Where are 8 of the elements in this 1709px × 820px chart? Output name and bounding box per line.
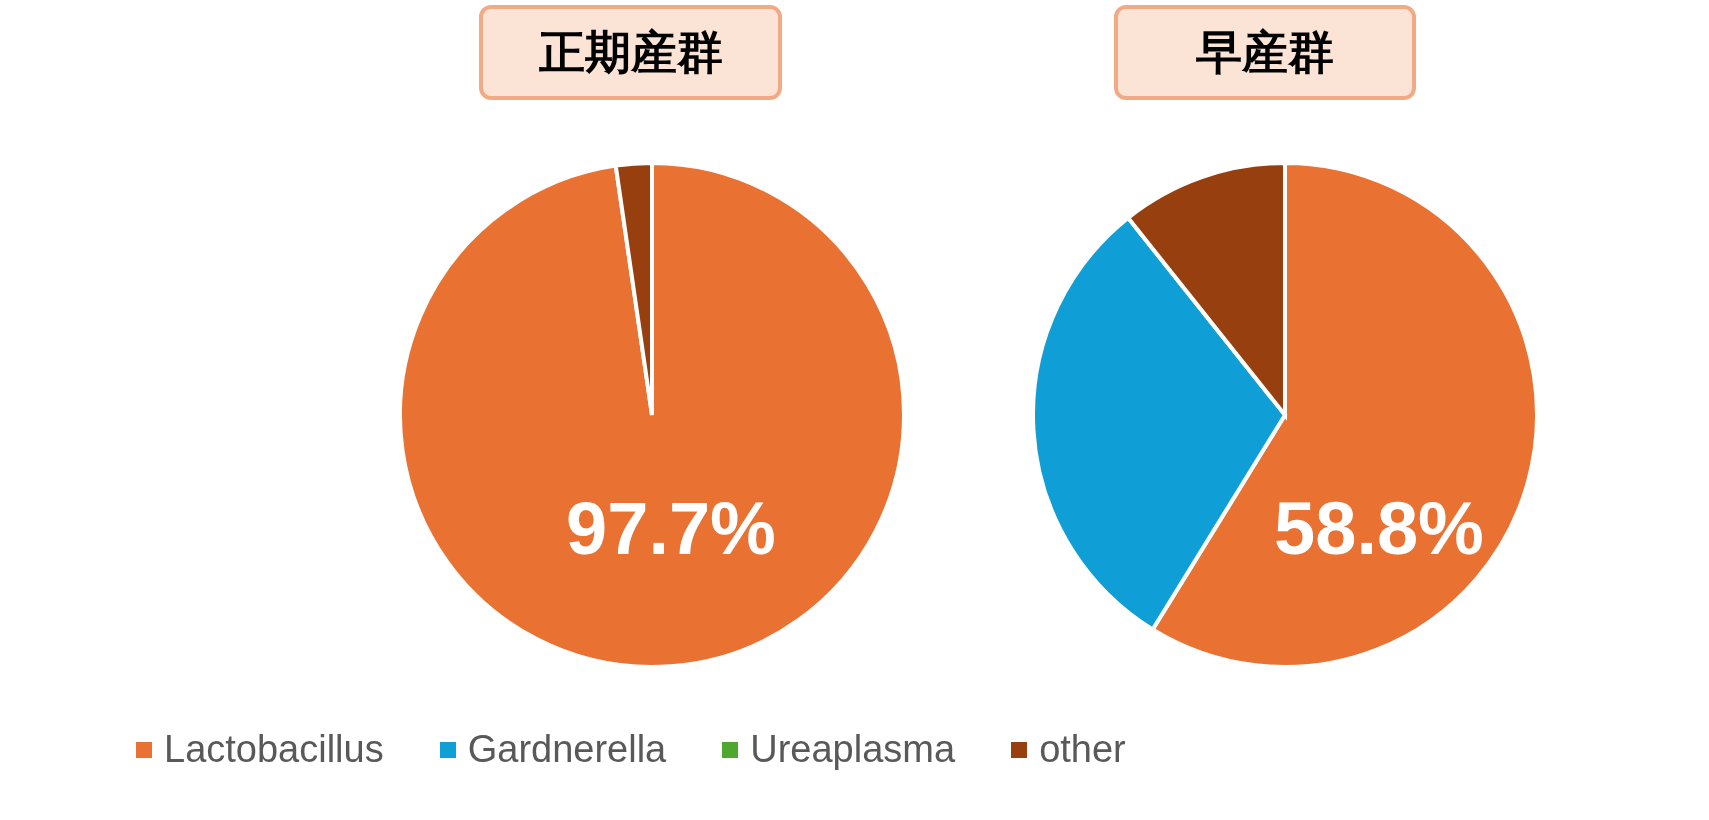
data-label: 58.8% (1274, 486, 1484, 570)
legend-label: Lactobacillus (164, 728, 384, 772)
legend-label: Ureaplasma (750, 728, 956, 772)
legend-label: other (1039, 728, 1126, 772)
chart-title: 正期産群 (538, 25, 723, 80)
chart-title: 早産群 (1196, 25, 1334, 80)
data-label: 97.7% (566, 486, 776, 570)
legend-label: Gardnerella (467, 728, 667, 772)
